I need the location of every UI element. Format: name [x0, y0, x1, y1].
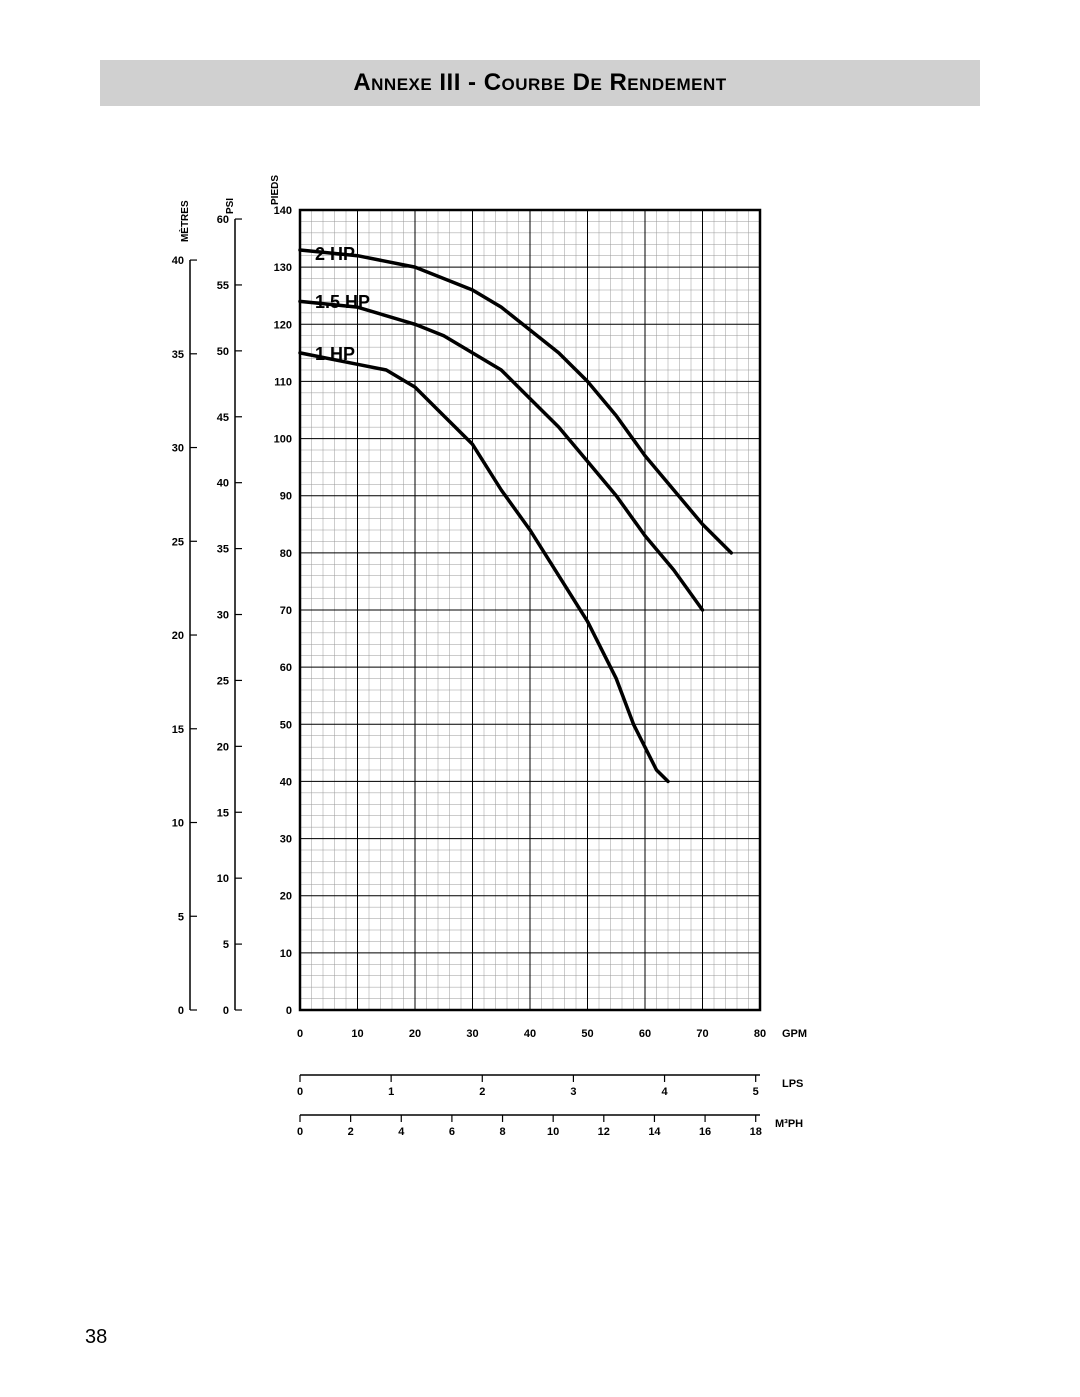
svg-text:130: 130 [274, 262, 292, 274]
svg-text:45: 45 [217, 412, 229, 424]
svg-text:40: 40 [280, 776, 292, 788]
svg-text:0: 0 [297, 1028, 303, 1040]
svg-text:18: 18 [750, 1126, 762, 1138]
svg-text:PIEDS: PIEDS [270, 175, 281, 205]
svg-text:0: 0 [297, 1086, 303, 1098]
svg-text:70: 70 [696, 1028, 708, 1040]
svg-text:1 HP: 1 HP [315, 344, 355, 364]
svg-text:140: 140 [274, 205, 292, 217]
svg-text:60: 60 [217, 214, 229, 226]
svg-text:40: 40 [524, 1028, 536, 1040]
svg-text:10: 10 [217, 873, 229, 885]
svg-text:35: 35 [172, 349, 184, 361]
svg-text:60: 60 [280, 662, 292, 674]
svg-text:4: 4 [398, 1126, 405, 1138]
svg-text:20: 20 [280, 891, 292, 903]
svg-text:4: 4 [661, 1086, 668, 1098]
svg-text:10: 10 [351, 1028, 363, 1040]
svg-text:10: 10 [280, 948, 292, 960]
svg-text:0: 0 [178, 1005, 184, 1017]
svg-text:GPM: GPM [782, 1028, 807, 1040]
svg-text:10: 10 [172, 818, 184, 830]
svg-text:14: 14 [648, 1126, 661, 1138]
svg-text:1: 1 [388, 1086, 394, 1098]
svg-text:30: 30 [172, 443, 184, 455]
svg-text:50: 50 [217, 346, 229, 358]
svg-text:110: 110 [274, 376, 292, 388]
svg-text:0: 0 [297, 1126, 303, 1138]
svg-text:25: 25 [172, 536, 184, 548]
svg-text:30: 30 [217, 610, 229, 622]
svg-text:MÈTRES: MÈTRES [178, 200, 191, 242]
svg-text:15: 15 [217, 807, 229, 819]
svg-text:40: 40 [217, 478, 229, 490]
svg-text:25: 25 [217, 675, 229, 687]
performance-curve-chart: 0510152025303540MÈTRES051015202530354045… [100, 140, 980, 1160]
svg-text:20: 20 [172, 630, 184, 642]
svg-text:2 HP: 2 HP [315, 244, 355, 264]
svg-text:8: 8 [499, 1126, 505, 1138]
svg-text:5: 5 [753, 1086, 759, 1098]
svg-text:80: 80 [754, 1028, 766, 1040]
svg-text:1.5 HP: 1.5 HP [315, 292, 370, 312]
svg-text:5: 5 [178, 911, 184, 923]
svg-text:12: 12 [598, 1126, 610, 1138]
svg-text:16: 16 [699, 1126, 711, 1138]
svg-text:PSI: PSI [225, 198, 236, 214]
page-number: 38 [85, 1326, 107, 1349]
svg-text:10: 10 [547, 1126, 559, 1138]
svg-text:6: 6 [449, 1126, 455, 1138]
svg-text:90: 90 [280, 491, 292, 503]
page-title: Annexe III - Courbe De Rendement [353, 69, 726, 97]
svg-text:70: 70 [280, 605, 292, 617]
svg-text:0: 0 [286, 1005, 292, 1017]
svg-text:80: 80 [280, 548, 292, 560]
svg-text:20: 20 [409, 1028, 421, 1040]
svg-text:120: 120 [274, 319, 292, 331]
svg-text:35: 35 [217, 544, 229, 556]
svg-text:40: 40 [172, 255, 184, 267]
svg-text:100: 100 [274, 434, 292, 446]
svg-text:30: 30 [466, 1028, 478, 1040]
svg-text:50: 50 [581, 1028, 593, 1040]
svg-text:55: 55 [217, 280, 229, 292]
svg-text:3: 3 [570, 1086, 576, 1098]
svg-text:LPS: LPS [782, 1078, 803, 1090]
svg-text:30: 30 [280, 834, 292, 846]
svg-text:2: 2 [348, 1126, 354, 1138]
page-header: Annexe III - Courbe De Rendement [100, 60, 980, 106]
svg-text:60: 60 [639, 1028, 651, 1040]
svg-text:0: 0 [223, 1005, 229, 1017]
svg-text:15: 15 [172, 724, 184, 736]
svg-text:5: 5 [223, 939, 229, 951]
svg-text:M³PH: M³PH [775, 1118, 803, 1130]
svg-text:20: 20 [217, 741, 229, 753]
svg-text:50: 50 [280, 719, 292, 731]
svg-text:2: 2 [479, 1086, 485, 1098]
